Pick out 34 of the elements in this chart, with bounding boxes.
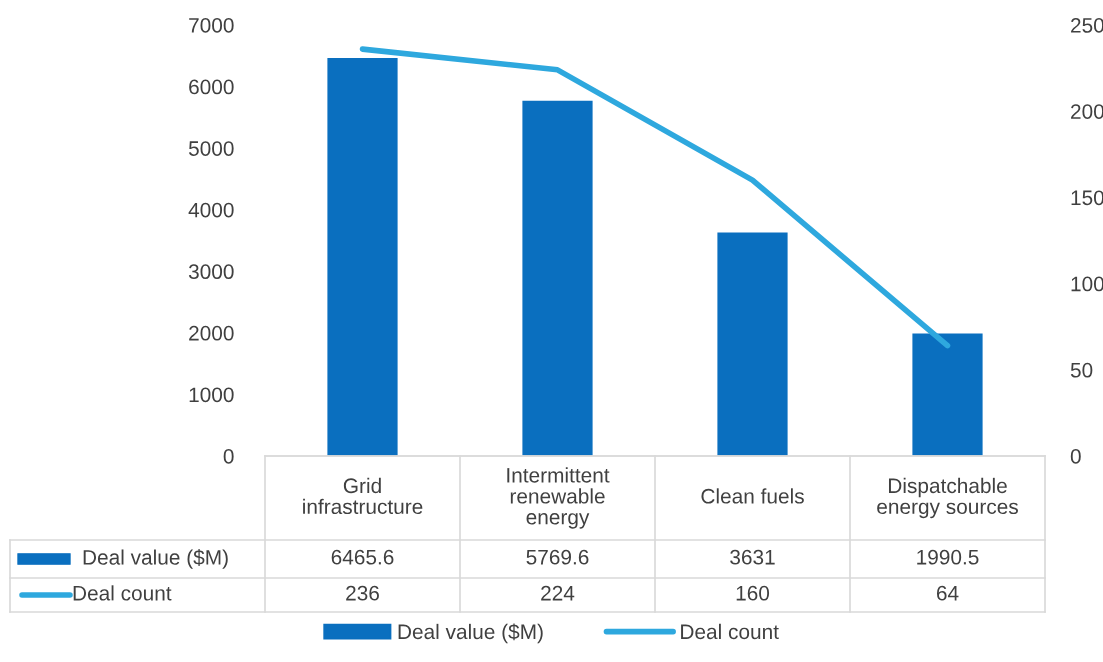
y2-tick-label: 150 xyxy=(1071,190,1103,206)
y2-tick-label: 100 xyxy=(1071,276,1103,292)
y-tick-label: 4000 xyxy=(188,202,234,218)
data-label: 160 xyxy=(736,585,770,601)
x-tick-label: Dispatchable energy sources xyxy=(877,477,1018,519)
data-label: 1990.5 xyxy=(917,549,979,565)
x-tick-label: Grid infrastructure xyxy=(303,477,423,515)
text: Deal value ($M) xyxy=(398,623,543,644)
y-tick-label: 6000 xyxy=(189,79,234,95)
data-label: 5769.6 xyxy=(526,549,589,565)
y2-tick-label: 50 xyxy=(1070,362,1093,378)
legend-label: Deal count xyxy=(681,623,779,640)
y-tick-label: 2000 xyxy=(189,325,234,341)
bar xyxy=(717,232,788,456)
data-label: 224 xyxy=(541,585,575,601)
text: Deal count xyxy=(73,585,172,601)
data-label: 236 xyxy=(346,585,379,601)
x-tick-label: Intermittent renewable energy xyxy=(507,467,610,529)
y2-tick-label: 0 xyxy=(1070,449,1081,464)
y-tick-label: 7000 xyxy=(189,18,234,33)
legend-label: Deal value ($M) xyxy=(83,549,228,569)
bar xyxy=(912,333,983,456)
data-label: 64 xyxy=(936,585,959,601)
y2-tick-label: 250 xyxy=(1071,18,1103,33)
data-label: 3631 xyxy=(730,549,775,565)
y-tick-label: 3000 xyxy=(188,264,234,280)
y2-tick-label: 200 xyxy=(1071,104,1103,119)
y-tick-label: 1000 xyxy=(189,387,234,403)
y-tick-label: 5000 xyxy=(188,141,234,156)
bar xyxy=(522,100,593,456)
bar xyxy=(327,57,398,456)
x-tick-label: Clean fuels xyxy=(701,488,804,504)
data-label: 6465.6 xyxy=(331,549,394,565)
y-tick-label: 0 xyxy=(223,449,234,464)
